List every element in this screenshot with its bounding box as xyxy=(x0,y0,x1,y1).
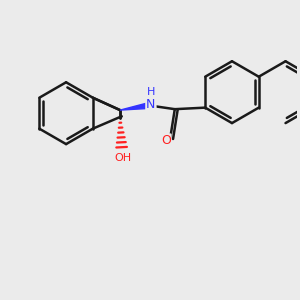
Text: O: O xyxy=(161,134,171,147)
Text: N: N xyxy=(146,98,156,111)
Polygon shape xyxy=(120,103,150,110)
Text: H: H xyxy=(147,87,155,97)
Text: OH: OH xyxy=(115,152,132,163)
